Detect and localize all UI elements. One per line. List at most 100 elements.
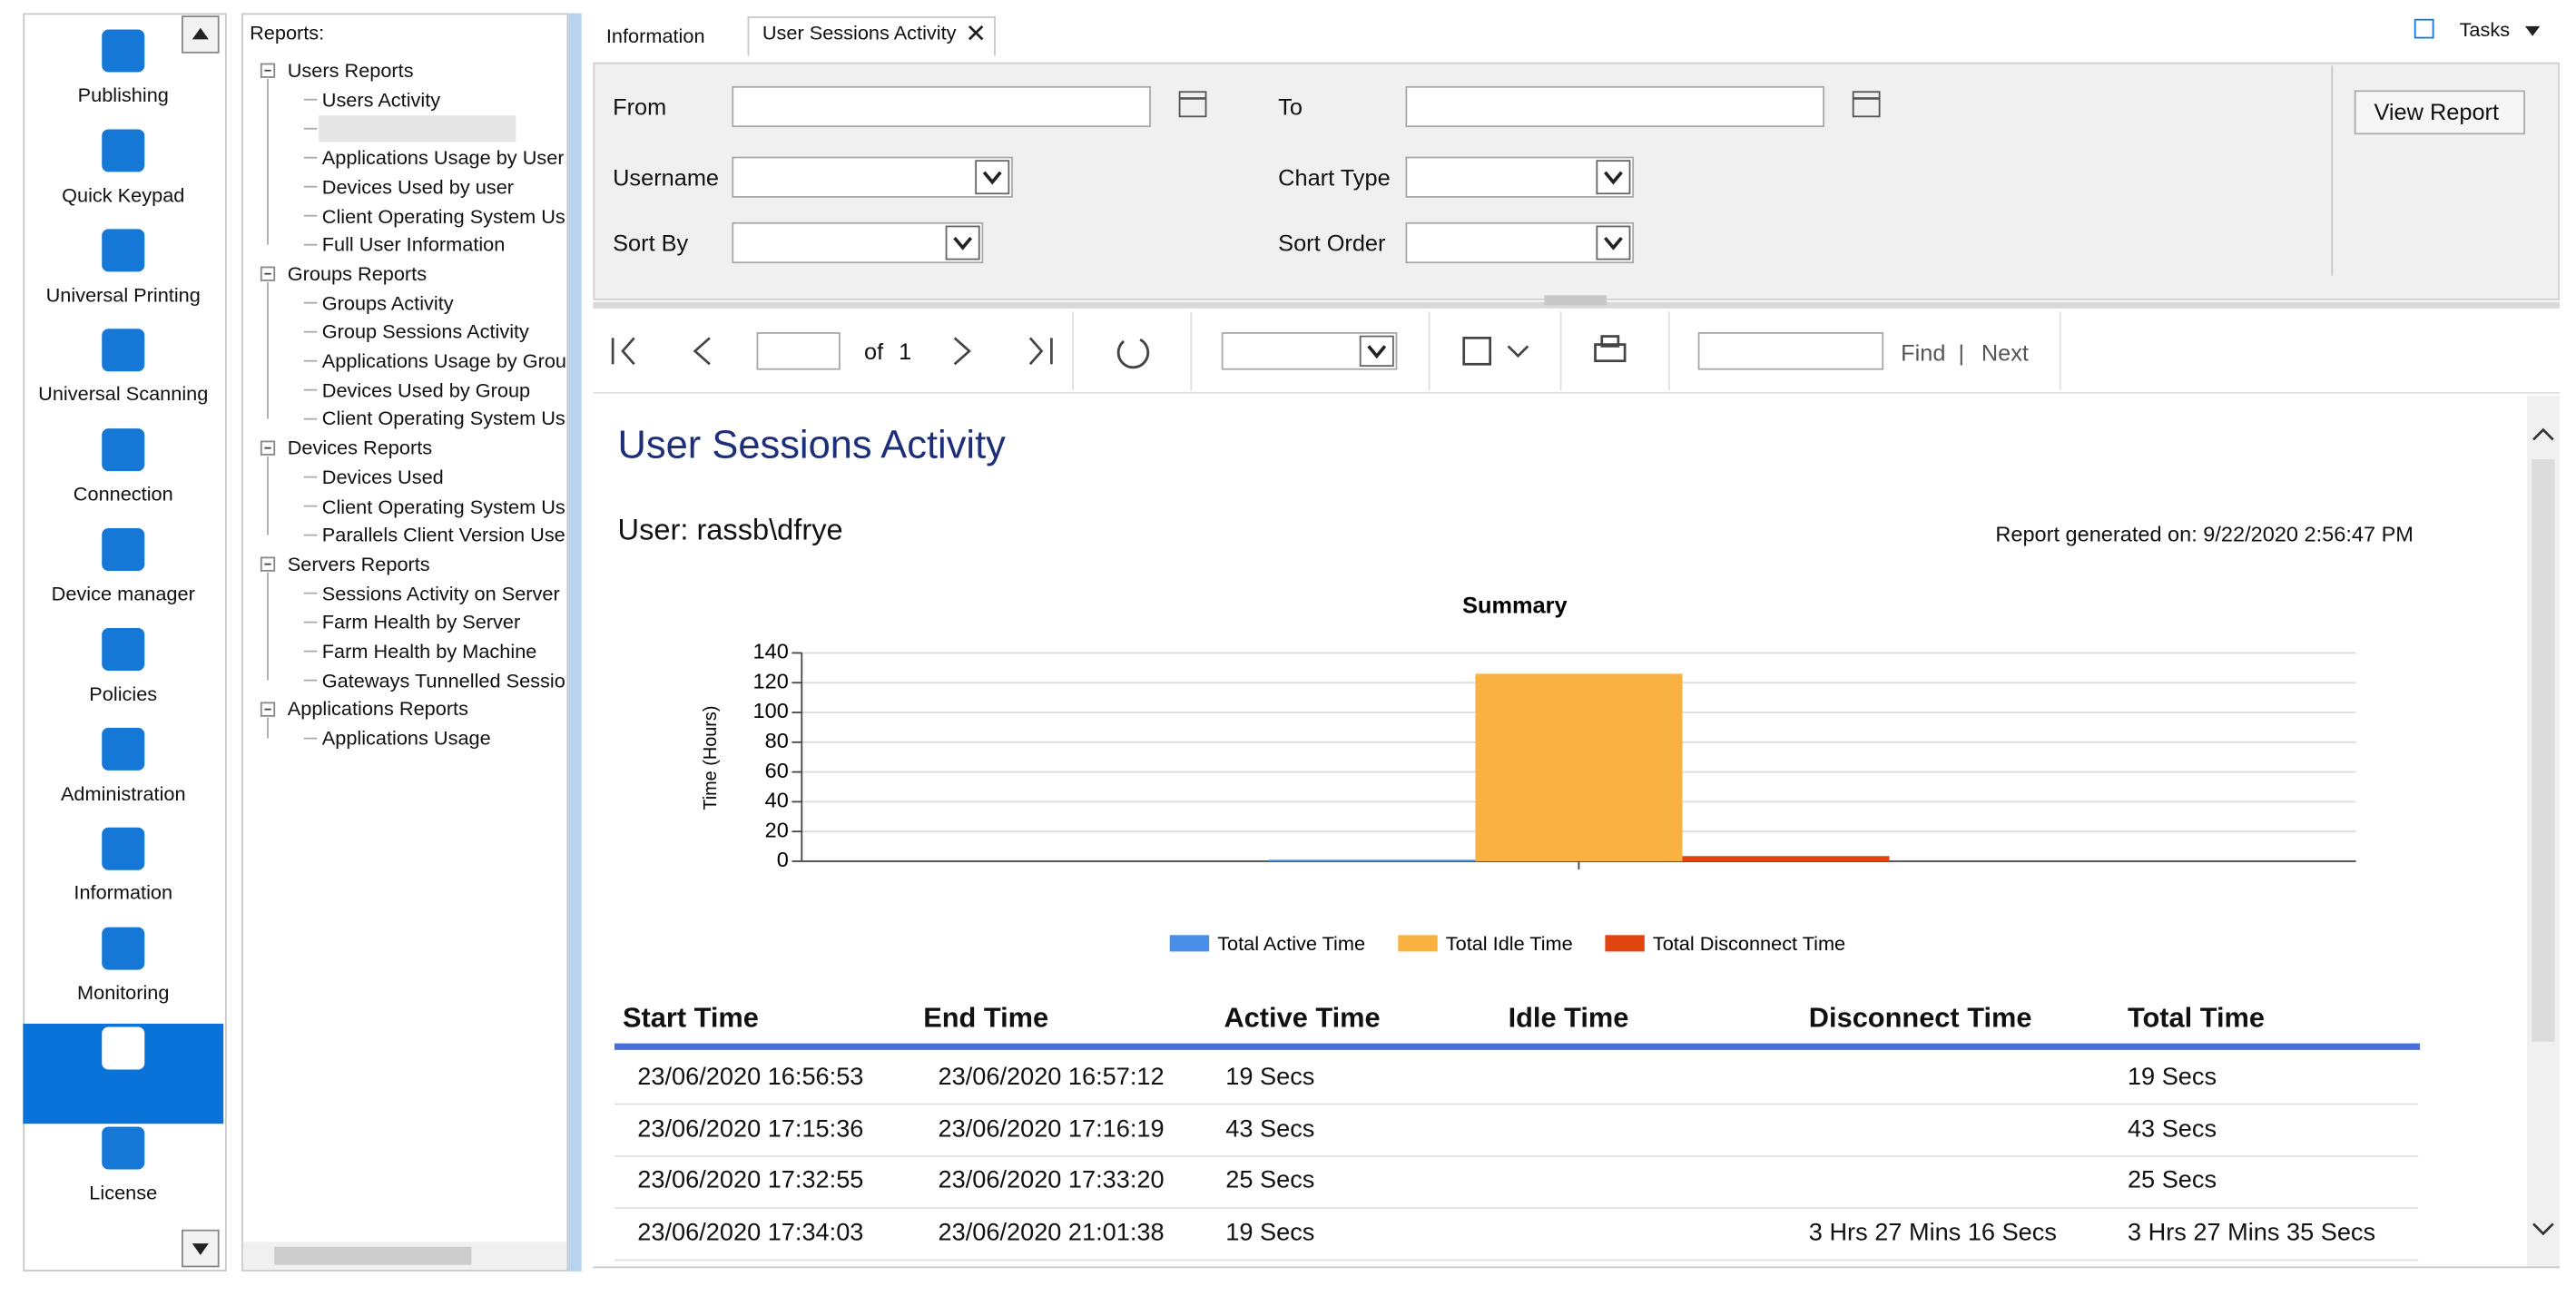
tree-item[interactable]: Full User Information <box>321 233 506 257</box>
tree-group[interactable]: Users Reports <box>287 59 414 83</box>
tree-item[interactable]: Applications Usage by Group <box>321 349 565 373</box>
dropdown-button <box>975 160 1010 195</box>
report-user: User: rassb\dfrye <box>617 513 843 546</box>
icon-stroke <box>693 337 711 366</box>
field-label: Username <box>613 163 720 191</box>
next-link[interactable]: Next <box>1981 339 2029 367</box>
tree-item[interactable]: Client Operating System Use <box>321 494 565 518</box>
nav-icon <box>102 727 145 771</box>
icon-stroke <box>2532 427 2554 441</box>
close-icon <box>968 25 984 41</box>
field-label: To <box>1278 93 1303 120</box>
tree-item[interactable]: Gateways Tunnelled Session <box>321 668 565 692</box>
tasks-icon <box>2414 18 2434 39</box>
tree-item[interactable]: Groups Activity <box>321 291 454 315</box>
report-title: User Sessions Activity <box>617 423 1006 468</box>
tree-group[interactable]: Servers Reports <box>287 552 430 576</box>
page-input <box>756 332 841 370</box>
table-cell: 23/06/2020 21:01:38 <box>938 1219 1165 1247</box>
table-cell: 23/06/2020 17:32:55 <box>637 1166 864 1195</box>
nav-label[interactable]: Publishing <box>77 83 169 107</box>
tree-item[interactable]: Devices Used by Group <box>321 378 531 402</box>
find-input <box>1697 332 1884 370</box>
active-tab[interactable] <box>747 16 996 56</box>
tree-group[interactable]: Groups Reports <box>287 262 428 286</box>
splitter[interactable] <box>568 13 582 1271</box>
tasks-menu[interactable]: Tasks <box>2459 17 2511 42</box>
scroll-thumb[interactable] <box>2532 459 2555 1042</box>
calendar-icon <box>1852 91 1881 118</box>
collapse-handle <box>1544 295 1608 306</box>
tab-label[interactable]: User Sessions Activity <box>762 21 957 44</box>
nav-label[interactable]: License <box>89 1181 158 1204</box>
arrow <box>192 27 209 40</box>
column-header: Active Time <box>1224 1002 1381 1034</box>
dropdown-button <box>1596 225 1631 260</box>
nav-icon <box>102 329 145 372</box>
separator <box>2331 65 2334 276</box>
tree-group[interactable]: Devices Reports <box>287 436 433 460</box>
find-link[interactable]: Find <box>1901 339 1946 367</box>
nav-label[interactable]: Universal Printing <box>45 282 201 307</box>
icon-stroke <box>1603 236 1623 250</box>
table-cell: 19 Secs <box>1225 1063 1315 1092</box>
legend-label: Total Active Time <box>1217 932 1365 955</box>
tree-item[interactable]: Farm Health by Server <box>321 610 521 634</box>
nav-label[interactable]: Quick Keypad <box>62 183 185 207</box>
nav-icon <box>102 1026 145 1070</box>
nav-icon <box>102 428 145 472</box>
dropdown-button <box>1596 160 1631 195</box>
nav-icon <box>102 927 145 970</box>
y-tick-label: 140 <box>753 640 789 663</box>
arrow <box>192 1243 209 1255</box>
table-cell: 43 Secs <box>1225 1114 1315 1144</box>
table-cell: 19 Secs <box>2127 1063 2217 1092</box>
tree-item[interactable]: Applications Usage by User <box>321 146 565 170</box>
nav-label[interactable]: Policies <box>89 682 158 705</box>
report-border <box>593 1266 2560 1269</box>
tree-group[interactable]: Applications Reports <box>287 697 468 722</box>
nav-icon <box>102 229 145 272</box>
tree-item[interactable]: Group Sessions Activity <box>321 320 529 344</box>
save-icon <box>1462 337 1492 366</box>
table-cell: 23/06/2020 17:15:36 <box>637 1114 864 1144</box>
icon-stroke <box>982 171 1002 185</box>
field-input <box>1405 221 1635 264</box>
tree-item[interactable]: Users Activity <box>321 88 441 112</box>
y-tick-label: 80 <box>765 729 789 752</box>
tree-item[interactable]: Client Operating System Use <box>321 204 565 228</box>
nav-icon <box>102 1126 145 1170</box>
tree-item[interactable]: Devices Used by user <box>321 175 515 199</box>
nav-label[interactable]: Information <box>74 881 173 905</box>
tree-item[interactable]: Sessions Activity on Server <box>321 581 560 605</box>
icon-stroke <box>1367 345 1387 359</box>
page-of: of <box>864 338 884 365</box>
tree-item[interactable]: Applications Usage <box>321 726 491 751</box>
nav-label[interactable]: Administration <box>60 781 186 805</box>
field-label: Chart Type <box>1278 163 1391 191</box>
nav-label[interactable]: Device manager <box>51 582 195 606</box>
print-icon <box>1594 343 1627 363</box>
nav-icon <box>102 29 145 73</box>
nav-label[interactable]: Connection <box>73 482 173 506</box>
field-label: Sort Order <box>1278 230 1386 256</box>
tree-item[interactable]: Farm Health by Machine <box>321 639 537 663</box>
tasks-arrow <box>2524 25 2541 36</box>
nav-label[interactable]: Monitoring <box>77 981 170 1005</box>
table-cell: 3 Hrs 27 Mins 35 Secs <box>2127 1219 2376 1247</box>
icon-stroke <box>953 236 973 250</box>
column-header: Idle Time <box>1508 1002 1629 1034</box>
tree-item[interactable]: Parallels Client Version Used <box>321 523 565 547</box>
bar <box>1682 856 1890 861</box>
tree-item[interactable]: Client Operating System Use <box>321 407 565 431</box>
tree-item[interactable]: Devices Used <box>321 465 444 489</box>
print-icon <box>1600 335 1620 348</box>
nav-label[interactable]: Universal Scanning <box>38 382 209 407</box>
column-header: Disconnect Time <box>1808 1002 2032 1034</box>
report-generated: Report generated on: 9/22/2020 2:56:47 P… <box>1995 521 2414 546</box>
tab-label[interactable]: Information <box>605 25 705 48</box>
field-label: From <box>613 93 667 120</box>
view-report-button[interactable] <box>2354 90 2525 135</box>
